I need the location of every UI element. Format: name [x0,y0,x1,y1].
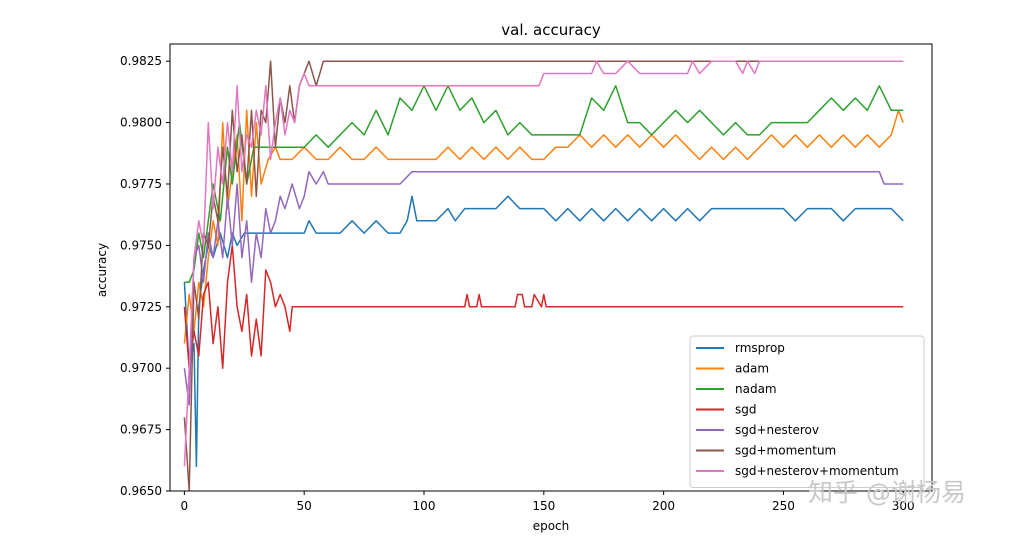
legend: rmsprop adam nadam sgd sgd+nesterov sgd+momen… [689,335,925,488]
legend-label: nadam [735,382,777,396]
legend-label: sgd [735,403,757,417]
series-line-sgd-nesterov [183,170,904,406]
x-tick-label: 250 [772,499,795,513]
y-tick-label: 0.9800 [120,116,162,130]
watermark: 知乎 @谢杨易 [808,478,966,507]
x-axis-label: epoch [533,519,570,533]
legend-label: rmsprop [735,341,785,355]
y-tick-label: 0.9700 [120,361,162,375]
y-tick-label: 0.9675 [120,423,162,437]
x-tick-label: 200 [652,499,675,513]
x-tick-label: 150 [532,499,555,513]
series-layer [183,60,904,491]
chart-title: val. accuracy [501,21,601,39]
legend-label: sgd+momentum [735,444,836,458]
series-line-sgd-momentum [183,60,904,491]
plot-frame [169,43,933,492]
series-line-adam [183,109,904,344]
y-tick-label: 0.9825 [120,54,162,68]
y-tick-label: 0.9775 [120,177,162,191]
y-axis-label: accuracy [95,243,109,297]
y-axis: 0.9650 0.9675 0.9700 0.9725 0.9750 0.9775 0.98… [120,54,170,498]
x-axis: 0 50 100 150 200 250 300 [181,491,915,513]
series-line-nadam [184,85,904,283]
y-tick-label: 0.9650 [120,484,162,498]
series-line-sgd-nesterov-momentum [183,60,904,467]
x-tick-label: 50 [297,499,312,513]
legend-box [689,335,925,488]
x-tick-label: 0 [181,499,189,513]
series-line-rmsprop [183,195,904,468]
series-line-sgd [183,244,904,369]
legend-label: adam [735,362,769,376]
x-tick-label: 100 [413,499,436,513]
x-tick-label: 300 [892,499,915,513]
legend-label: sgd+nesterov [735,423,819,437]
y-tick-label: 0.9725 [120,300,162,314]
legend-label: sgd+nesterov+momentum [735,464,899,478]
y-tick-label: 0.9750 [120,238,162,252]
